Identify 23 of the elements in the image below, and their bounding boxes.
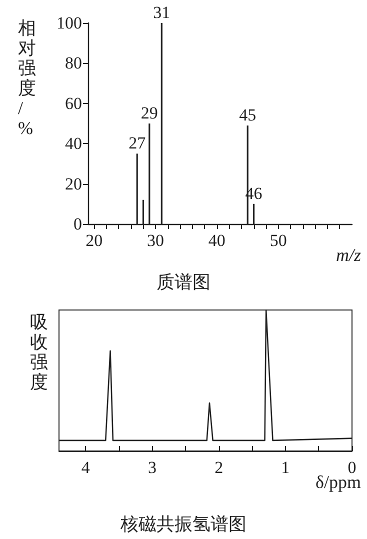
x-tick-label: 1 xyxy=(281,458,290,477)
text: 核磁共振氢谱图 xyxy=(120,514,246,534)
annotation: 29 xyxy=(140,104,158,122)
x-axis-title: m/z xyxy=(336,245,362,265)
y-tick-label: 60 xyxy=(65,94,82,113)
x-tick-label: 2 xyxy=(214,458,224,477)
y-tick-label: 100 xyxy=(56,14,82,32)
x-tick-label: 4 xyxy=(81,458,90,477)
text: 质谱图 xyxy=(156,272,210,292)
annotation: 31 xyxy=(153,3,170,22)
y-tick-label: 0 xyxy=(74,214,82,234)
x-tick-label: 50 xyxy=(270,231,287,250)
annotation: 27 xyxy=(128,134,146,153)
x-tick-label: 40 xyxy=(208,231,226,250)
y-tick-label: 80 xyxy=(65,54,82,73)
y-tick-label: 20 xyxy=(65,174,82,194)
x-tick-label: 20 xyxy=(86,231,103,250)
y-axis-title: 吸收强度 xyxy=(30,312,48,392)
x-tick-label: 30 xyxy=(147,231,164,250)
x-tick-label: 3 xyxy=(148,458,156,477)
annotation: 45 xyxy=(239,106,256,125)
y-tick-label: 40 xyxy=(65,134,82,154)
y-axis-title: 相对强度/% xyxy=(18,18,36,138)
